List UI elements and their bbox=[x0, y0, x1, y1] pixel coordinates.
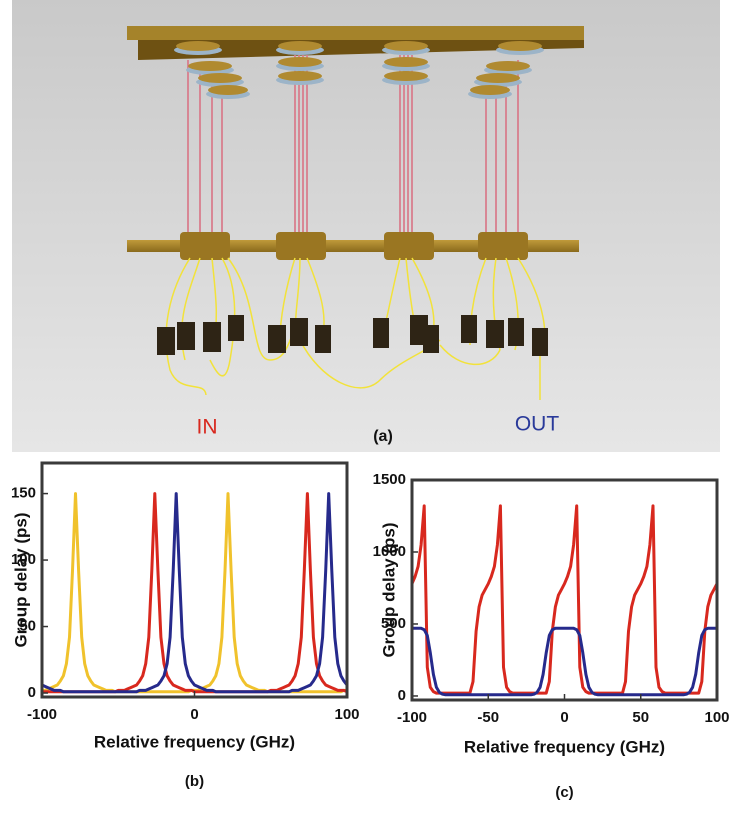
y-tick-label: 1500 bbox=[373, 471, 406, 488]
panel-label: (a) bbox=[373, 428, 393, 445]
x-tick-label: 0 bbox=[190, 706, 198, 723]
plot-area bbox=[412, 480, 717, 700]
figure: IN OUT (a) 0 50 100 150 -100 0 100 Relative fre… bbox=[0, 0, 731, 815]
x-axis-label: Relative frequency (GHz) bbox=[464, 737, 665, 756]
x-tick-label: -100 bbox=[27, 706, 57, 723]
top-plate bbox=[127, 26, 584, 40]
in-label: IN bbox=[197, 416, 218, 439]
y-axis-label: Group delay (ps) bbox=[379, 522, 398, 657]
illustration-background bbox=[12, 0, 720, 452]
y-tick-label: 0 bbox=[28, 684, 36, 701]
x-tick-label: 100 bbox=[704, 709, 729, 726]
plot-area bbox=[42, 463, 347, 697]
illustration: IN OUT (a) bbox=[12, 0, 720, 452]
panel-caption: (b) bbox=[185, 773, 204, 790]
y-tick-label: 0 bbox=[398, 687, 406, 704]
x-tick-label: 0 bbox=[560, 709, 568, 726]
x-tick-label: -50 bbox=[477, 709, 499, 726]
panel-caption: (c) bbox=[555, 784, 573, 801]
x-tick-label: 50 bbox=[632, 709, 649, 726]
y-axis-label: Group delay (ps) bbox=[11, 512, 30, 647]
page: IN OUT (a) 0 50 100 150 -100 0 100 Relative fre… bbox=[0, 0, 731, 820]
x-tick-label: -100 bbox=[397, 709, 427, 726]
y-tick-label: 150 bbox=[11, 485, 36, 502]
x-tick-label: 100 bbox=[334, 706, 359, 723]
out-label: OUT bbox=[515, 413, 560, 436]
x-axis-label: Relative frequency (GHz) bbox=[94, 732, 295, 751]
